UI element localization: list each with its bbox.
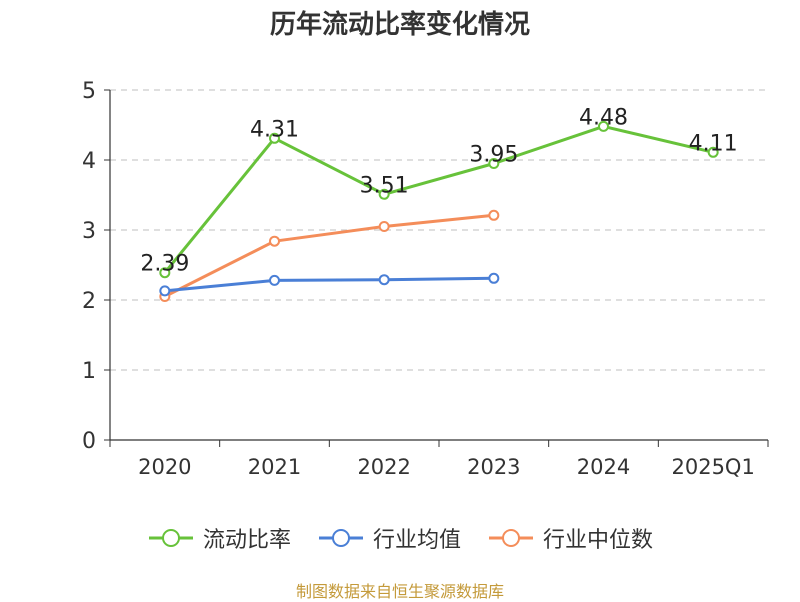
legend-label: 流动比率 — [202, 528, 291, 553]
data-point[interactable] — [269, 274, 280, 286]
y-tick-label: 1 — [82, 359, 96, 384]
data-point[interactable] — [598, 120, 609, 132]
data-point[interactable] — [159, 267, 171, 279]
legend-item[interactable]: 行业均值 — [317, 522, 461, 554]
data-labels: 2.39 4.31 3.51 3.95 4.48 4.11 — [140, 105, 737, 276]
legend: 流动比率 行业均值 行业中位数 — [0, 518, 800, 558]
legend-item[interactable]: 行业中位数 — [487, 522, 653, 554]
data-label: 4.11 — [689, 131, 738, 156]
legend-swatch — [148, 529, 193, 547]
x-tick-label: 2023 — [467, 455, 520, 479]
legend-swatch — [489, 529, 533, 547]
y-tick-label: 5 — [82, 79, 96, 104]
y-tick-label: 3 — [82, 219, 96, 244]
data-point[interactable] — [488, 209, 500, 221]
data-label: 3.51 — [360, 173, 409, 198]
series-line — [163, 213, 496, 298]
legend-label: 行业中位数 — [543, 528, 654, 553]
data-label: 3.95 — [469, 143, 518, 168]
data-point[interactable] — [159, 285, 171, 297]
series-line — [163, 124, 715, 275]
grid-lines — [110, 89, 768, 371]
x-tick-label: 2020 — [138, 455, 191, 479]
data-point[interactable] — [378, 274, 390, 286]
data-point[interactable] — [707, 146, 719, 158]
y-tick-label: 2 — [82, 289, 96, 314]
y-tick-label: 0 — [82, 429, 96, 454]
y-tick-label: 4 — [82, 149, 96, 174]
data-point[interactable] — [269, 235, 280, 247]
data-label: 4.48 — [579, 105, 628, 130]
legend-item[interactable]: 流动比率 — [147, 522, 291, 554]
axes: 0 1 2 3 4 5 2020 2021 2022 2023 2024 2025Q1 — [82, 79, 769, 479]
data-point[interactable] — [378, 221, 390, 232]
data-point[interactable] — [378, 188, 390, 200]
chart-title: 历年流动比率变化情况 — [269, 10, 530, 40]
x-tick-label: 2024 — [577, 455, 630, 479]
x-tick-label: 2022 — [357, 455, 410, 479]
data-label: 4.31 — [250, 117, 299, 142]
series-line — [163, 276, 496, 293]
legend-swatch — [318, 529, 363, 547]
x-tick-label: 2021 — [248, 455, 301, 479]
data-point[interactable] — [269, 132, 280, 144]
legend-label: 行业均值 — [372, 528, 461, 553]
data-point[interactable] — [488, 272, 500, 284]
data-point[interactable] — [488, 158, 500, 169]
x-tick-label: 2025Q1 — [671, 455, 754, 479]
source-footer: 制图数据来自恒生聚源数据库 — [295, 582, 504, 601]
data-label: 2.39 — [140, 252, 189, 277]
series — [159, 120, 719, 302]
